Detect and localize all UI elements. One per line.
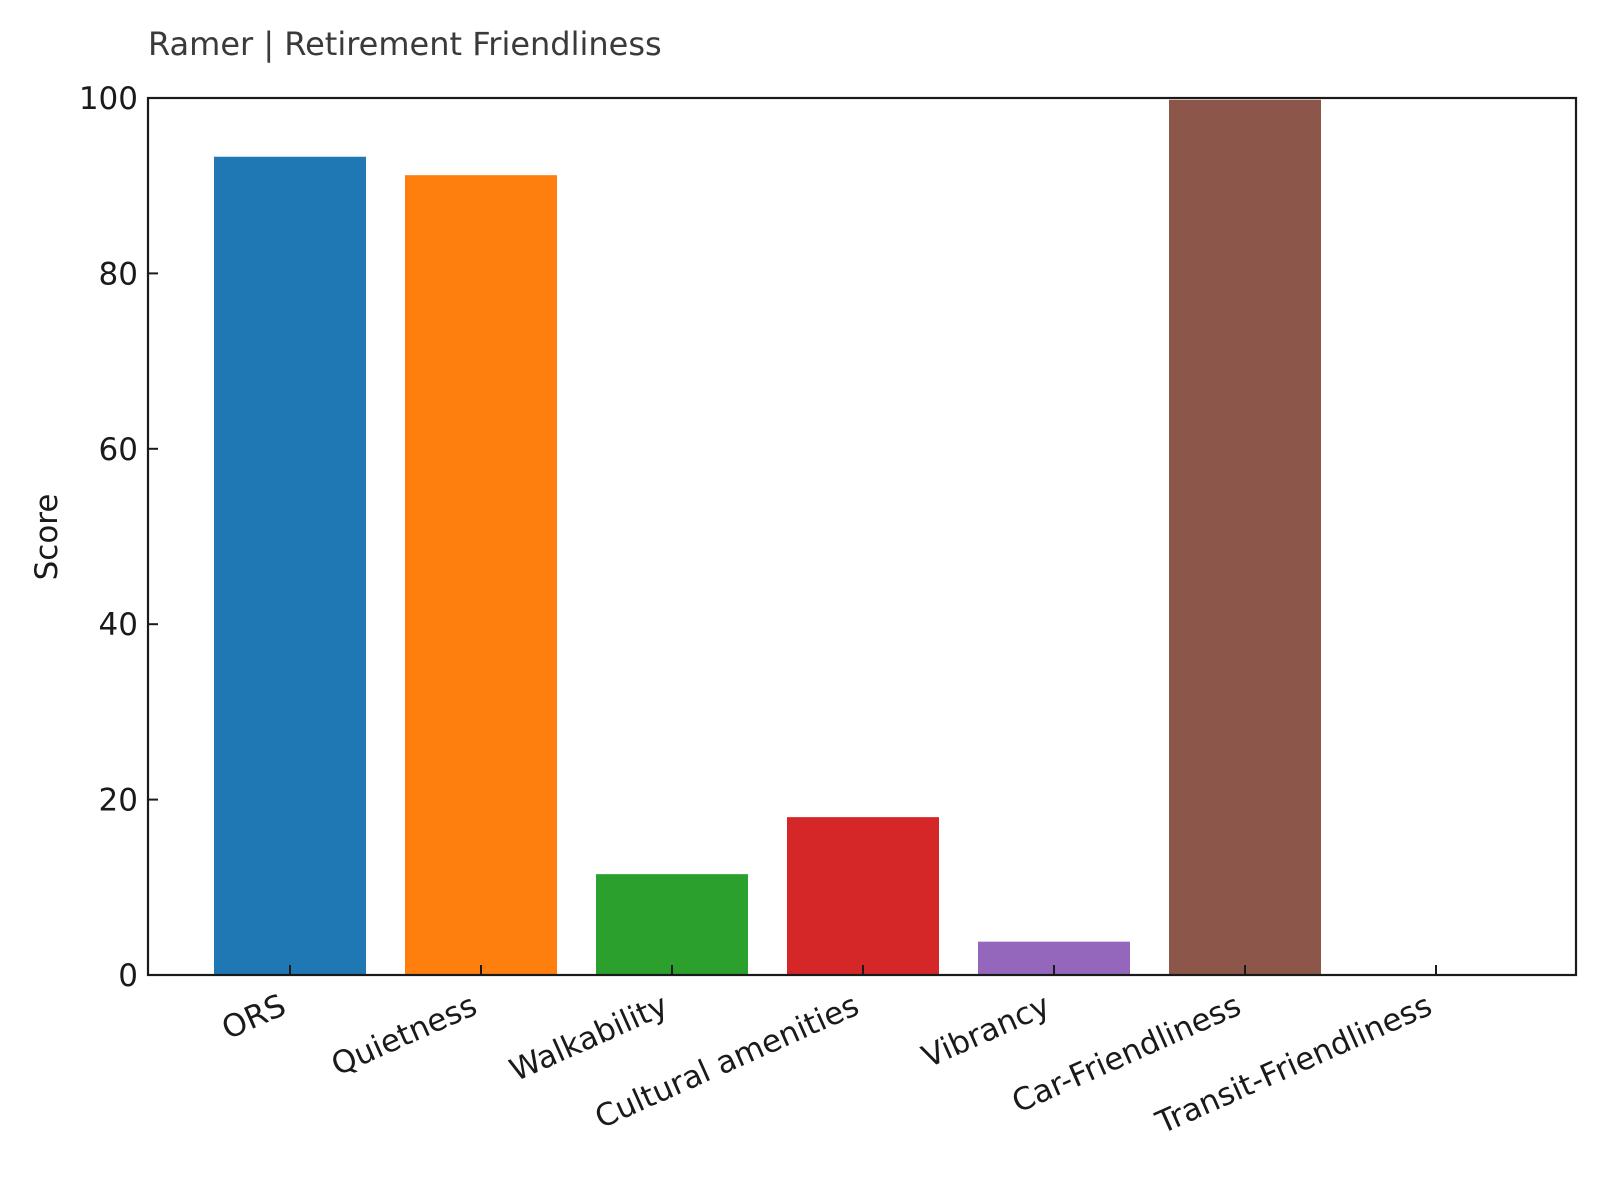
bar-0 [214, 156, 366, 975]
x-tick-label: Quietness [326, 987, 482, 1083]
bars-layer [214, 99, 1321, 975]
y-tick-label: 0 [118, 958, 138, 994]
y-axis-ticks: 0 20 40 60 80 100 [79, 81, 158, 994]
chart-title: Ramer | Retirement Friendliness [148, 25, 662, 63]
x-tick-label: Walkability [504, 987, 673, 1089]
x-tick-label: ORS [217, 987, 292, 1047]
bar-3 [787, 817, 939, 975]
y-tick-label: 40 [99, 607, 138, 643]
bar-2 [596, 874, 748, 975]
plot-frame [146, 96, 1578, 977]
y-tick-label: 100 [79, 81, 138, 117]
bar-1 [405, 175, 557, 975]
bar-5 [1169, 99, 1321, 975]
x-tick-label: Vibrancy [917, 987, 1056, 1075]
y-tick-label: 80 [99, 256, 138, 292]
y-tick-label: 20 [99, 783, 138, 819]
y-tick-label: 60 [99, 432, 138, 468]
y-axis-label: Score [29, 494, 65, 581]
